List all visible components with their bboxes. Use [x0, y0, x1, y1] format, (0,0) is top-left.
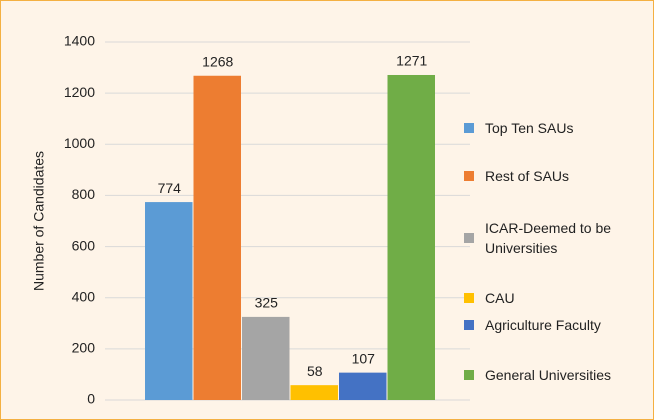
legend-item: General Universities	[464, 365, 645, 385]
y-tick-label: 1400	[64, 33, 95, 49]
bar	[145, 202, 193, 400]
bar	[339, 372, 387, 400]
legend-label: Rest of SAUs	[485, 168, 570, 184]
bar	[193, 75, 241, 401]
y-tick-label: 600	[72, 237, 96, 253]
bar	[387, 74, 435, 400]
y-tick-label: 1200	[64, 84, 95, 100]
legend-label: Top Ten SAUs	[485, 120, 574, 136]
y-axis-label: Number of Candidates	[31, 151, 47, 291]
y-tick-label: 200	[72, 340, 96, 356]
bar	[242, 316, 290, 400]
data-label: 774	[158, 180, 182, 196]
legend-item: ICAR-Deemed to be Universities	[464, 218, 645, 258]
legend-label: ICAR-Deemed to be Universities	[485, 220, 612, 256]
bar	[290, 385, 338, 400]
data-label: 58	[307, 363, 323, 379]
data-label: 107	[352, 350, 376, 366]
legend-item: Agriculture Faculty	[464, 315, 645, 335]
legend-swatch	[464, 320, 474, 330]
legend-swatch	[464, 233, 474, 243]
legend-label: Agriculture Faculty	[485, 317, 601, 333]
legend-label: General Universities	[485, 367, 612, 383]
legend-swatch	[464, 293, 474, 303]
legend-item: Top Ten SAUs	[464, 118, 645, 138]
legend-item: Rest of SAUs	[464, 166, 645, 186]
data-label: 1268	[202, 53, 233, 69]
legend-swatch	[464, 123, 474, 133]
legend-item: CAU	[464, 288, 645, 308]
legend-swatch	[464, 171, 474, 181]
y-tick-label: 800	[72, 186, 96, 202]
legend-label: CAU	[485, 290, 515, 306]
y-tick-label: 400	[72, 288, 96, 304]
data-label: 1271	[396, 53, 427, 69]
y-tick-label: 1000	[64, 135, 95, 151]
legend-swatch	[464, 370, 474, 380]
y-tick-label: 0	[87, 391, 95, 407]
data-label: 325	[255, 295, 279, 311]
